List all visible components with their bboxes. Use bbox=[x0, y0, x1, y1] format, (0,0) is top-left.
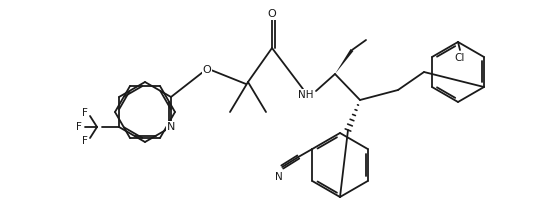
Text: N: N bbox=[275, 172, 283, 182]
Text: N: N bbox=[167, 122, 175, 132]
Text: O: O bbox=[267, 9, 277, 19]
Text: F: F bbox=[82, 108, 88, 118]
Text: F: F bbox=[82, 136, 88, 146]
Text: NH: NH bbox=[298, 90, 314, 100]
Text: Cl: Cl bbox=[455, 53, 465, 63]
Text: F: F bbox=[76, 122, 82, 132]
Text: O: O bbox=[203, 65, 211, 75]
Polygon shape bbox=[335, 49, 353, 74]
